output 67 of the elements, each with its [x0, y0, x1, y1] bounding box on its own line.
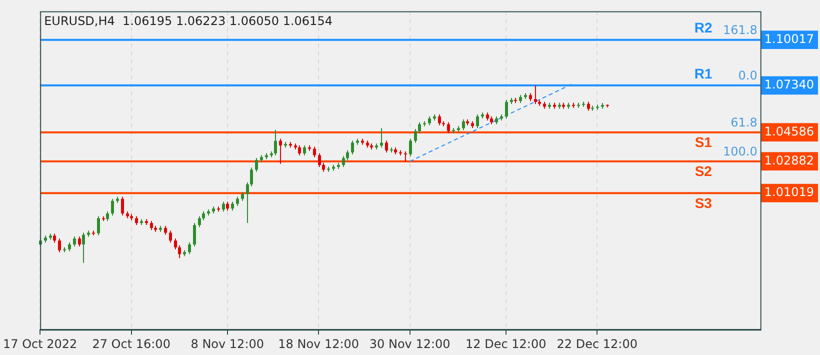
candlestick — [222, 201, 225, 212]
annotation: 0.0 — [738, 68, 758, 83]
chart-title: EURUSD,H4 1.06195 1.06223 1.06050 1.06154 — [44, 14, 332, 28]
candlestick — [313, 146, 316, 158]
candlestick — [414, 128, 417, 144]
ref-line-label: R1 — [694, 65, 713, 82]
x-tick-label: 18 Nov 12:00 — [278, 336, 360, 351]
candlestick — [342, 156, 345, 168]
x-tick-label: 8 Nov 12:00 — [190, 336, 264, 351]
y-tick-label: 1.10017 — [764, 32, 814, 46]
ref-line-label: S3 — [694, 194, 712, 211]
candlestick — [121, 196, 124, 216]
candlestick — [97, 216, 100, 236]
candlestick — [327, 166, 330, 172]
y-tick-label: 1.01019 — [764, 185, 814, 200]
x-tick-label: 12 Dec 12:00 — [466, 336, 546, 351]
candlestick — [298, 144, 301, 156]
candlestick — [380, 128, 383, 148]
candlestick — [409, 138, 412, 157]
candlestick — [346, 150, 349, 161]
candlestick — [279, 138, 282, 164]
y-tick-label: 1.07340 — [764, 78, 814, 92]
candlestick — [303, 144, 306, 156]
x-tick-label: 22 Dec 12:00 — [556, 336, 638, 351]
candlestick — [193, 222, 196, 248]
candlestick — [255, 157, 258, 172]
candlestick — [236, 196, 239, 206]
annotation: 100.0 — [723, 144, 758, 158]
candlestick — [351, 140, 354, 155]
candlestick — [53, 233, 56, 244]
candlestick — [385, 140, 388, 154]
candlestick — [438, 114, 441, 126]
candlestick — [505, 99, 508, 119]
candlestick — [111, 198, 114, 216]
candlestick — [174, 238, 177, 250]
y-tick-label: 1.02882 — [764, 153, 814, 168]
annotation: 161.8 — [723, 22, 758, 37]
candlestick — [250, 167, 253, 187]
candlestick — [596, 104, 599, 110]
candlestick — [462, 118, 465, 131]
x-tick-label: 30 Nov 12:00 — [369, 336, 450, 351]
candlestick — [318, 152, 321, 168]
candlestick — [418, 122, 421, 134]
candlestick — [73, 236, 76, 248]
y-tick-label: 1.04586 — [764, 124, 814, 138]
candlestick — [150, 220, 153, 230]
x-tick-label: 17 Oct 2022 — [3, 336, 78, 351]
candlestick — [246, 182, 249, 224]
candlestick — [188, 242, 191, 255]
ref-line-label: S1 — [694, 134, 712, 150]
candlestick — [106, 210, 109, 222]
ref-line-label: S2 — [694, 163, 712, 180]
candlestick — [404, 150, 407, 162]
candlestick — [178, 244, 181, 259]
candlestick — [587, 101, 590, 112]
candlestick — [78, 236, 81, 248]
ref-line-label: R2 — [694, 20, 713, 36]
candlestick — [476, 114, 479, 129]
x-tick-label: 27 Oct 16:00 — [92, 336, 170, 351]
candlestick — [534, 84, 537, 104]
candlestick — [274, 130, 277, 156]
candlestick — [447, 122, 450, 134]
annotation: 61.8 — [730, 115, 758, 130]
candlestick — [82, 232, 85, 264]
candlestick — [169, 230, 172, 244]
candlestick — [58, 238, 61, 253]
candlestick — [198, 216, 201, 228]
